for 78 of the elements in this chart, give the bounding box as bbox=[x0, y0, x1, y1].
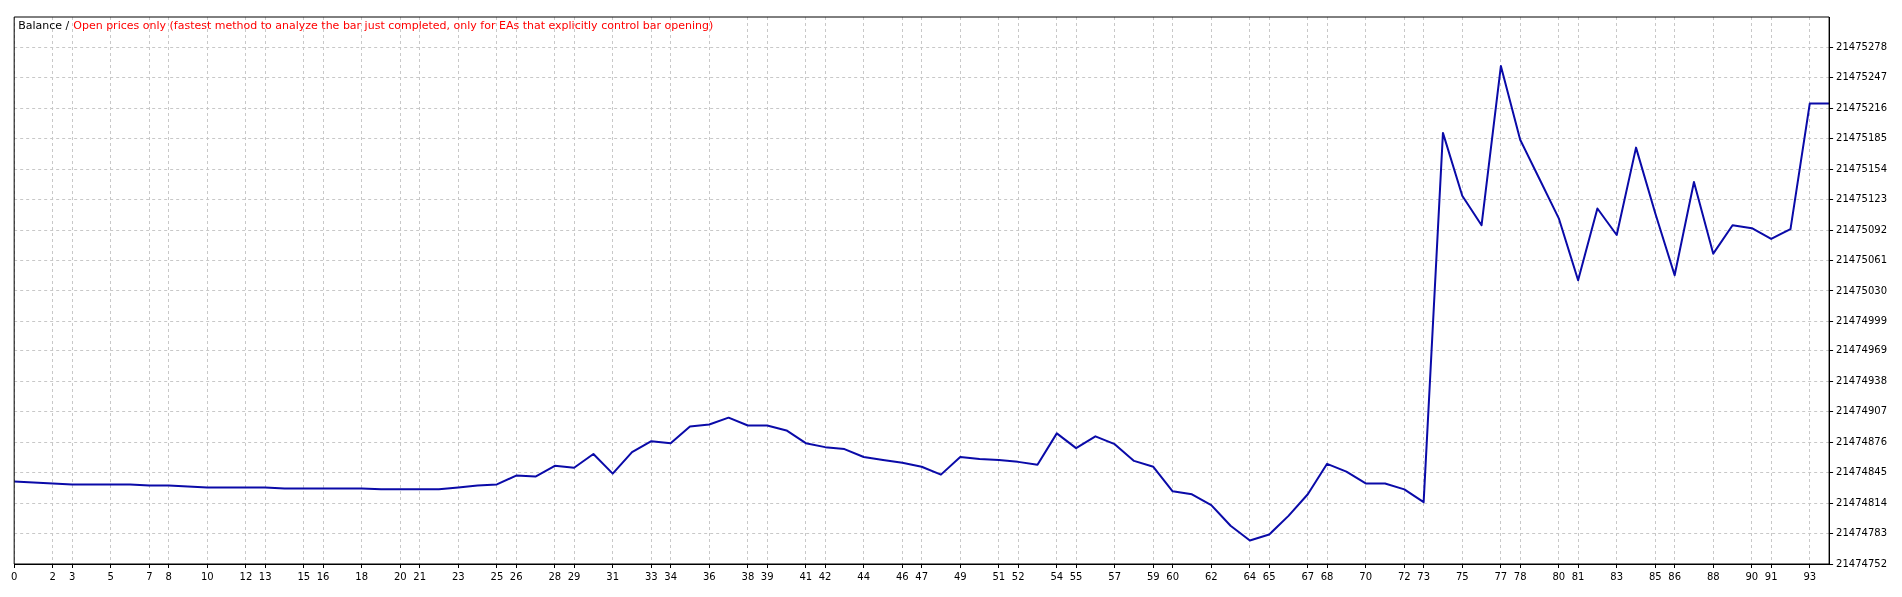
chart-subtitle: Open prices only (fastest method to analyze the bar just completed, only for EAs that explicitly control bar opening) bbox=[73, 19, 714, 33]
y-tick-label: 21474814 bbox=[1836, 496, 1888, 508]
x-tick-label: 73 bbox=[1417, 570, 1431, 582]
x-tick-label: 3 bbox=[68, 570, 76, 582]
y-tick-label: 21475061 bbox=[1836, 254, 1888, 266]
y-tick-label: 21475216 bbox=[1836, 101, 1888, 113]
x-tick-label: 20 bbox=[393, 570, 407, 582]
x-tick-label: 93 bbox=[1803, 570, 1817, 582]
x-tick-label: 75 bbox=[1455, 570, 1469, 582]
y-tick-label: 21475030 bbox=[1836, 284, 1888, 296]
y-tick-label: 21475278 bbox=[1836, 41, 1888, 53]
y-tick-label: 21474876 bbox=[1836, 435, 1888, 447]
x-tick-label: 26 bbox=[509, 570, 523, 582]
x-tick-label: 23 bbox=[451, 570, 465, 582]
x-tick-label: 67 bbox=[1301, 570, 1315, 582]
x-tick-label: 60 bbox=[1166, 570, 1180, 582]
chart-title: Balance / bbox=[18, 19, 70, 33]
y-tick-label: 21475092 bbox=[1836, 223, 1888, 235]
x-tick-label: 16 bbox=[316, 570, 330, 582]
x-tick-label: 62 bbox=[1204, 570, 1218, 582]
y-tick-label: 21474845 bbox=[1836, 466, 1888, 478]
x-tick-label: 31 bbox=[606, 570, 620, 582]
x-tick-label: 55 bbox=[1069, 570, 1083, 582]
y-tick-label: 21474969 bbox=[1836, 344, 1888, 356]
x-tick-label: 29 bbox=[567, 570, 581, 582]
y-tick-label: 21474938 bbox=[1836, 374, 1888, 386]
x-tick-label: 57 bbox=[1108, 570, 1122, 582]
x-tick-label: 44 bbox=[857, 570, 871, 582]
x-tick-label: 68 bbox=[1320, 570, 1334, 582]
x-tick-label: 70 bbox=[1359, 570, 1373, 582]
x-tick-label: 72 bbox=[1397, 570, 1411, 582]
y-tick-label: 21474752 bbox=[1836, 557, 1888, 569]
x-tick-label: 13 bbox=[258, 570, 272, 582]
x-tick-label: 15 bbox=[297, 570, 311, 582]
x-tick-label: 8 bbox=[165, 570, 172, 582]
x-tick-label: 54 bbox=[1050, 570, 1064, 582]
x-tick-label: 90 bbox=[1745, 570, 1759, 582]
x-tick-label: 64 bbox=[1243, 570, 1257, 582]
x-tick-label: 18 bbox=[355, 570, 369, 582]
x-tick-label: 86 bbox=[1668, 570, 1682, 582]
x-tick-label: 42 bbox=[818, 570, 832, 582]
x-tick-label: 77 bbox=[1494, 570, 1508, 582]
x-tick-label: 7 bbox=[146, 570, 153, 582]
x-tick-label: 47 bbox=[915, 570, 929, 582]
x-tick-label: 83 bbox=[1610, 570, 1624, 582]
x-tick-label: 12 bbox=[239, 570, 253, 582]
x-tick-label: 0 bbox=[10, 570, 18, 582]
y-tick-label: 21474783 bbox=[1836, 527, 1888, 539]
y-tick-label: 21474907 bbox=[1836, 405, 1888, 417]
y-tick-label: 21475123 bbox=[1836, 193, 1888, 205]
x-tick-label: 88 bbox=[1706, 570, 1720, 582]
x-tick-label: 91 bbox=[1764, 570, 1778, 582]
y-tick-label: 21475185 bbox=[1836, 132, 1888, 144]
y-tick-label: 21475154 bbox=[1836, 162, 1888, 174]
x-tick-label: 21 bbox=[413, 570, 427, 582]
x-tick-label: 85 bbox=[1648, 570, 1662, 582]
x-tick-label: 34 bbox=[664, 570, 678, 582]
x-tick-label: 81 bbox=[1571, 570, 1585, 582]
y-tick-label: 21474999 bbox=[1836, 315, 1888, 327]
x-tick-label: 65 bbox=[1262, 570, 1276, 582]
x-tick-label: 52 bbox=[1011, 570, 1025, 582]
x-tick-label: 39 bbox=[760, 570, 774, 582]
x-tick-label: 38 bbox=[741, 570, 755, 582]
x-tick-label: 49 bbox=[953, 570, 967, 582]
x-tick-label: 36 bbox=[702, 570, 716, 582]
x-tick-label: 41 bbox=[799, 570, 813, 582]
x-tick-label: 10 bbox=[200, 570, 214, 582]
y-tick-label: 21475247 bbox=[1836, 71, 1888, 83]
x-tick-label: 5 bbox=[107, 570, 114, 582]
x-tick-label: 59 bbox=[1146, 570, 1160, 582]
x-tick-label: 2 bbox=[49, 570, 56, 582]
x-tick-label: 51 bbox=[992, 570, 1006, 582]
x-tick-label: 46 bbox=[895, 570, 909, 582]
x-tick-label: 78 bbox=[1513, 570, 1527, 582]
x-tick-label: 80 bbox=[1552, 570, 1566, 582]
x-tick-label: 33 bbox=[644, 570, 658, 582]
x-tick-label: 28 bbox=[548, 570, 562, 582]
x-tick-label: 25 bbox=[490, 570, 504, 582]
